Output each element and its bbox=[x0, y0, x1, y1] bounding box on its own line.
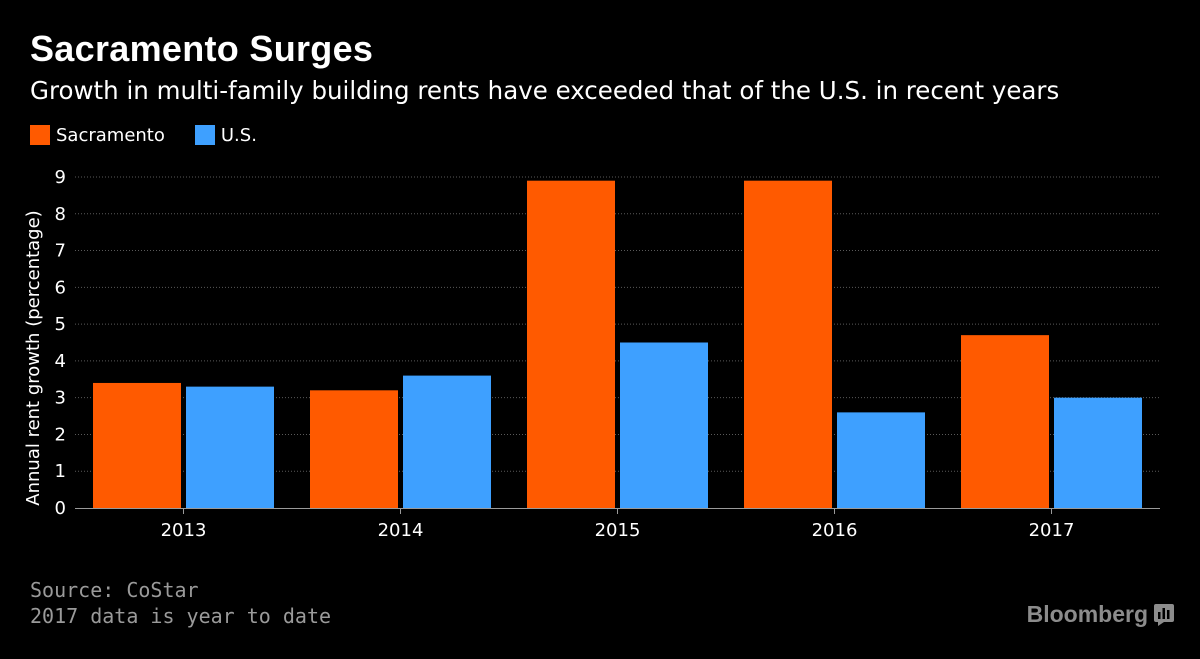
bar-us-2017 bbox=[1054, 397, 1142, 508]
bar-us-2015 bbox=[620, 342, 708, 508]
x-tick-label: 2017 bbox=[1029, 520, 1075, 541]
bar-us-2013 bbox=[186, 386, 274, 508]
bar-sacramento-2013 bbox=[93, 382, 181, 508]
legend: Sacramento U.S. bbox=[30, 124, 287, 146]
y-tick-label: 5 bbox=[55, 314, 66, 335]
bar-sacramento-2015 bbox=[527, 180, 615, 508]
logo-text: Bloomberg bbox=[1026, 601, 1148, 627]
bars bbox=[93, 180, 1142, 508]
bar-us-2014 bbox=[403, 375, 491, 508]
data-note: 2017 data is year to date bbox=[30, 604, 332, 628]
legend-label-sacramento: Sacramento bbox=[56, 124, 165, 146]
x-tick-label: 2014 bbox=[378, 520, 424, 541]
y-tick-label: 1 bbox=[55, 461, 66, 482]
y-axis-label: Annual rent growth (percentage) bbox=[23, 210, 44, 505]
y-tick-label: 9 bbox=[55, 167, 66, 188]
bar-us-2016 bbox=[837, 412, 925, 508]
axes: 0 1 2 3 4 5 6 7 8 9 2013 2014 2015 2016 2017 bbox=[55, 167, 1160, 541]
bloomberg-logo: Bloomberg bbox=[1027, 601, 1174, 628]
y-tick-label: 7 bbox=[55, 241, 66, 262]
x-tick-label: 2013 bbox=[161, 520, 207, 541]
bloomberg-terminal-icon bbox=[1154, 603, 1174, 626]
bar-sacramento-2016 bbox=[744, 180, 832, 508]
x-tick-label: 2016 bbox=[812, 520, 858, 541]
y-tick-label: 3 bbox=[55, 388, 66, 409]
y-tick-label: 4 bbox=[55, 351, 66, 372]
chart-subtitle: Growth in multi-family building rents ha… bbox=[30, 76, 1060, 105]
x-tick-label: 2015 bbox=[595, 520, 641, 541]
source-note: Source: CoStar bbox=[30, 578, 199, 602]
bar-sacramento-2017 bbox=[961, 335, 1049, 508]
bar-chart: 0 1 2 3 4 5 6 7 8 9 2013 2014 2015 2016 2017 Annual re… bbox=[23, 167, 1160, 541]
chart-title: Sacramento Surges bbox=[30, 28, 374, 69]
y-tick-label: 6 bbox=[55, 277, 66, 298]
y-tick-label: 0 bbox=[55, 498, 66, 519]
bar-sacramento-2014 bbox=[310, 390, 398, 508]
legend-swatch-us bbox=[194, 125, 215, 145]
y-tick-label: 2 bbox=[55, 424, 66, 445]
legend-swatch-sacramento bbox=[30, 125, 50, 145]
legend-item-us: U.S. bbox=[194, 124, 257, 146]
legend-label-us: U.S. bbox=[220, 124, 257, 146]
y-tick-label: 8 bbox=[55, 204, 66, 225]
legend-item-sacramento: Sacramento bbox=[30, 125, 165, 146]
